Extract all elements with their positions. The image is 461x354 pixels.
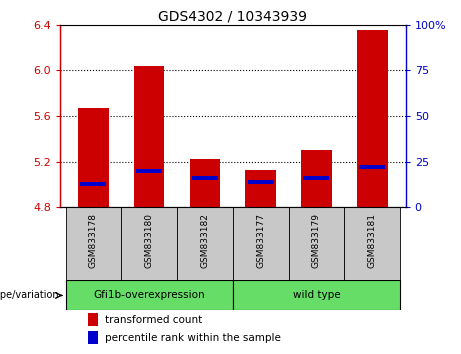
Text: GSM833180: GSM833180 [145,213,154,268]
Bar [80,182,106,186]
Text: GSM833182: GSM833182 [201,213,209,268]
Bar [233,280,400,310]
Bar [357,30,388,207]
Bar [192,176,218,180]
Bar [233,207,289,280]
Title: GDS4302 / 10343939: GDS4302 / 10343939 [158,10,307,24]
Bar [359,165,385,169]
Bar [65,207,121,280]
Bar [303,176,330,180]
Bar [344,207,400,280]
Bar [121,207,177,280]
Bar [289,207,344,280]
Bar [189,160,220,207]
Bar [88,313,99,326]
Text: genotype/variation: genotype/variation [0,290,59,301]
Bar [248,180,274,184]
Bar [177,207,233,280]
Text: percentile rank within the sample: percentile rank within the sample [105,333,281,343]
Bar [65,280,233,310]
Bar [78,108,109,207]
Text: GSM833177: GSM833177 [256,213,265,268]
Text: GSM833181: GSM833181 [368,213,377,268]
Text: GSM833179: GSM833179 [312,213,321,268]
Text: transformed count: transformed count [105,314,202,325]
Text: GSM833178: GSM833178 [89,213,98,268]
Bar [301,150,332,207]
Bar [136,169,162,173]
Text: wild type: wild type [293,290,340,301]
Bar [88,331,99,344]
Text: Gfi1b-overexpression: Gfi1b-overexpression [93,290,205,301]
Bar [134,66,165,207]
Bar [245,170,276,207]
